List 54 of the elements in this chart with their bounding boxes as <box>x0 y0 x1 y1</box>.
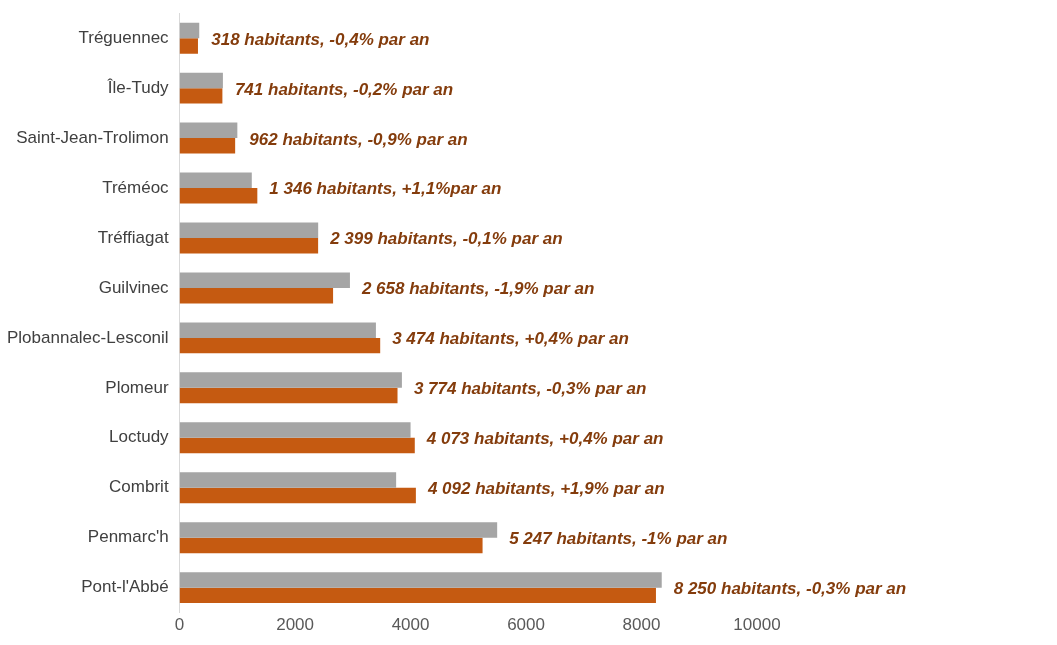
bar <box>179 472 397 488</box>
x-tick-label: 10000 <box>733 615 781 635</box>
data-label: 3 474 habitants, +0,4% par an <box>392 329 629 349</box>
y-tick-label: Guilvinec <box>98 277 170 297</box>
y-tick-label: Loctudy <box>109 427 170 447</box>
data-label: 5 247 habitants, -1% par an <box>509 529 728 549</box>
x-tick-label: 4000 <box>391 615 430 635</box>
bar <box>179 487 416 504</box>
data-label: 2 658 habitants, -1,9% par an <box>360 279 595 299</box>
bar <box>179 222 319 238</box>
y-tick-label: Saint-Jean-Trolimon <box>16 127 169 147</box>
bar <box>179 172 252 189</box>
y-tick-label: Combrit <box>109 477 169 497</box>
y-tick-label: Tréméoc <box>102 177 170 197</box>
x-tick-label: 0 <box>174 615 185 635</box>
bar <box>179 337 381 354</box>
data-label: 2 399 habitants, -0,1% par an <box>329 229 563 249</box>
y-tick-label: Penmarc'h <box>87 527 169 547</box>
data-label: 741 habitants, -0,2% par an <box>234 79 454 99</box>
bar <box>179 422 411 438</box>
bar <box>179 22 200 39</box>
data-label: 318 habitants, -0,4% par an <box>211 29 430 49</box>
bar <box>179 387 398 404</box>
y-tick-label: Pont-l'Abbé <box>81 577 169 597</box>
data-label: 3 774 habitants, -0,3% par an <box>413 379 647 399</box>
data-label: 1 346 habitants, +1,1%par an <box>269 179 502 199</box>
bar <box>179 72 223 89</box>
bar <box>179 122 238 139</box>
data-label: 4 073 habitants, +0,4% par an <box>425 429 664 449</box>
bar <box>179 537 483 554</box>
x-tick-label: 8000 <box>622 615 661 635</box>
bar <box>179 287 334 304</box>
y-tick-label: Plobannalec-Lesconil <box>7 327 169 347</box>
x-tick-label: 2000 <box>276 615 314 635</box>
data-label: 8 250 habitants, -0,3% par an <box>673 579 907 599</box>
bar <box>179 572 662 588</box>
bar <box>179 522 498 538</box>
y-tick-label: Île-Tudy <box>106 77 170 97</box>
bar <box>179 237 319 254</box>
data-label: 962 habitants, -0,9% par an <box>249 129 468 149</box>
bar <box>179 437 415 454</box>
bar <box>179 188 258 204</box>
x-tick-label: 6000 <box>507 615 545 635</box>
bar <box>179 38 198 54</box>
data-label: 4 092 habitants, +1,9% par an <box>426 479 665 499</box>
bar <box>179 322 376 338</box>
bar <box>179 372 402 388</box>
bar <box>179 138 236 154</box>
bar <box>179 272 350 288</box>
bar <box>179 587 656 604</box>
y-tick-label: Tréguennec <box>78 27 170 47</box>
y-tick-label: Tréffiagat <box>97 227 169 247</box>
y-tick-label: Plomeur <box>105 377 169 397</box>
bar <box>179 88 223 104</box>
